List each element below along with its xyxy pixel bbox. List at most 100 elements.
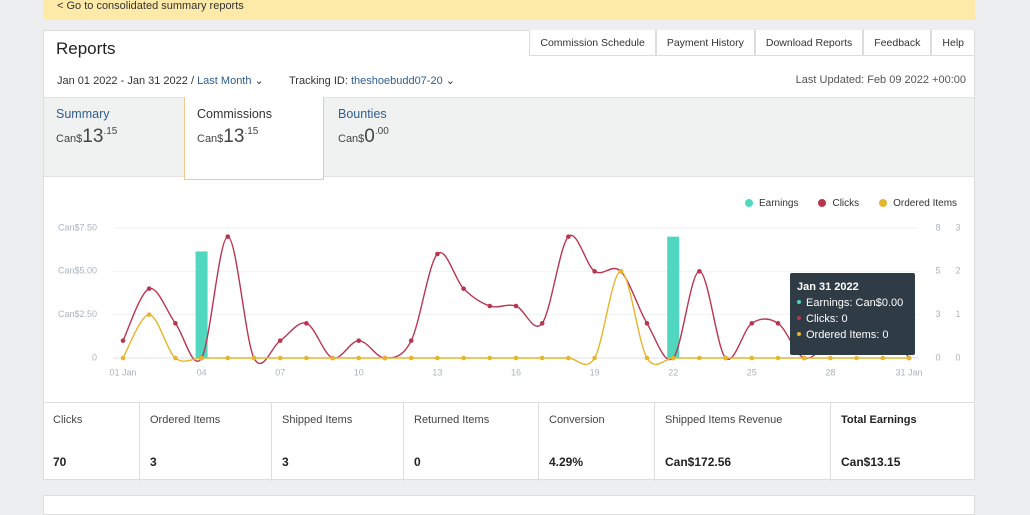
y-tick-label: 0 [92,352,97,362]
tooltip-dot [797,316,801,320]
stat-value: Can$172.56 [665,455,732,469]
y-tick-label: 1 [955,309,960,319]
amount-fraction: .00 [374,126,389,137]
nav-link[interactable]: Feedback [863,30,932,56]
amount-whole: 0 [364,126,375,147]
series-line [122,234,910,365]
y-tick-label: Can$2.50 [58,309,97,319]
point [435,251,440,257]
legend-label: Clicks [832,198,860,209]
currency: Can$ [338,133,365,145]
point [801,355,807,361]
earnings-bar [667,236,680,358]
stat: Shipped Items Revenue Can$172.56 [655,403,831,481]
nav-link[interactable]: Commission Schedule [529,30,656,56]
y-tick-label: Can$7.50 [58,222,97,232]
x-tick-label: 10 [354,367,364,377]
point [356,355,362,361]
point [487,303,493,309]
tooltip-line: Clicks: 0 [797,313,908,325]
amount-whole: 13 [82,126,104,147]
banner[interactable]: < Go to consolidated summary reports [43,0,975,20]
point [906,355,912,361]
legend-entry: Clicks [818,198,859,209]
point [173,321,178,326]
point [880,355,886,361]
tracking-label: Tracking ID: [289,75,348,87]
point [644,355,650,361]
stat-label: Returned Items [414,414,490,426]
point [277,338,283,343]
legend-label: Earnings [759,198,799,209]
point [566,234,571,239]
y-tick-label: Can$5.00 [58,266,97,276]
point [513,303,519,309]
tab-amount: Can$13.15 [197,126,311,148]
chart: 0 Can$2.50 Can$5.00 Can$7.50 0 3 5 8 0 1 2 3 01 Jan 0… [58,222,961,377]
currency: Can$ [56,133,83,145]
point [461,355,466,361]
x-tick-label: 31 Jan [895,367,922,377]
x-tick-label: 07 [275,367,285,377]
amount-whole: 13 [223,126,245,147]
y-tick-label: 8 [935,222,940,232]
point [775,355,781,361]
y-tick-label: 3 [935,309,940,319]
point [408,355,414,361]
stat-value: 70 [53,455,67,469]
legend-swatch [879,199,888,207]
nav-link[interactable]: Payment History [655,30,755,56]
nav-link[interactable]: Help [931,30,975,56]
point [749,355,755,361]
point [461,286,466,291]
x-tick-label: 16 [511,367,521,377]
stat-label: Shipped Items Revenue [665,414,783,426]
tracking-id[interactable]: theshoebudd07-20 [350,75,443,87]
page: < Go to consolidated summary reports Rep… [43,0,975,515]
x-tick-label: 13 [432,367,442,377]
point [304,321,309,326]
point [146,286,152,291]
point [382,355,388,361]
earnings-bar [195,251,208,358]
stat-value: 4.29% [549,455,584,469]
nav-link[interactable]: Download Reports [754,30,864,56]
point [304,355,309,361]
amount-fraction: .15 [103,126,118,137]
point [539,355,545,361]
period[interactable]: Last Month [197,75,252,87]
stat: Clicks 70 [43,403,140,481]
tracking: Tracking ID: theshoebudd07-20 ⌄ [289,75,455,87]
x-tick-label: 19 [590,367,600,377]
point [539,321,545,326]
stat-label: Total Earnings [841,414,917,426]
point [697,355,702,361]
point [513,355,519,361]
point [566,355,571,361]
legend-entry: Ordered Items [879,198,957,209]
next-panel [43,495,975,515]
tab[interactable]: Bounties Can$0.00 [326,97,466,180]
stat: Total Earnings Can$13.15 [831,403,975,481]
stat-value: 3 [282,455,289,469]
tab-label: Bounties [338,107,387,121]
legend-swatch [745,199,753,207]
x-tick-label: 22 [668,367,678,377]
stat: Conversion 4.29% [539,403,655,481]
tab[interactable]: Commissions Can$13.15 [184,97,324,180]
date-range: Jan 01 2022 - Jan 31 2022 / Last Month ⌄ [57,75,264,87]
tab[interactable]: Summary Can$13.15 [44,97,184,180]
stat: Ordered Items 3 [140,403,272,481]
tooltip-line: Ordered Items: 0 [797,329,908,341]
point [749,321,755,326]
point [330,355,335,361]
point [592,355,597,361]
stat-value: 0 [414,455,421,469]
point [120,355,126,361]
tab-label: Summary [56,107,110,121]
y-tick-label: 3 [955,222,960,232]
point [592,269,597,274]
point [775,321,781,326]
point [120,338,126,343]
point [697,269,702,274]
